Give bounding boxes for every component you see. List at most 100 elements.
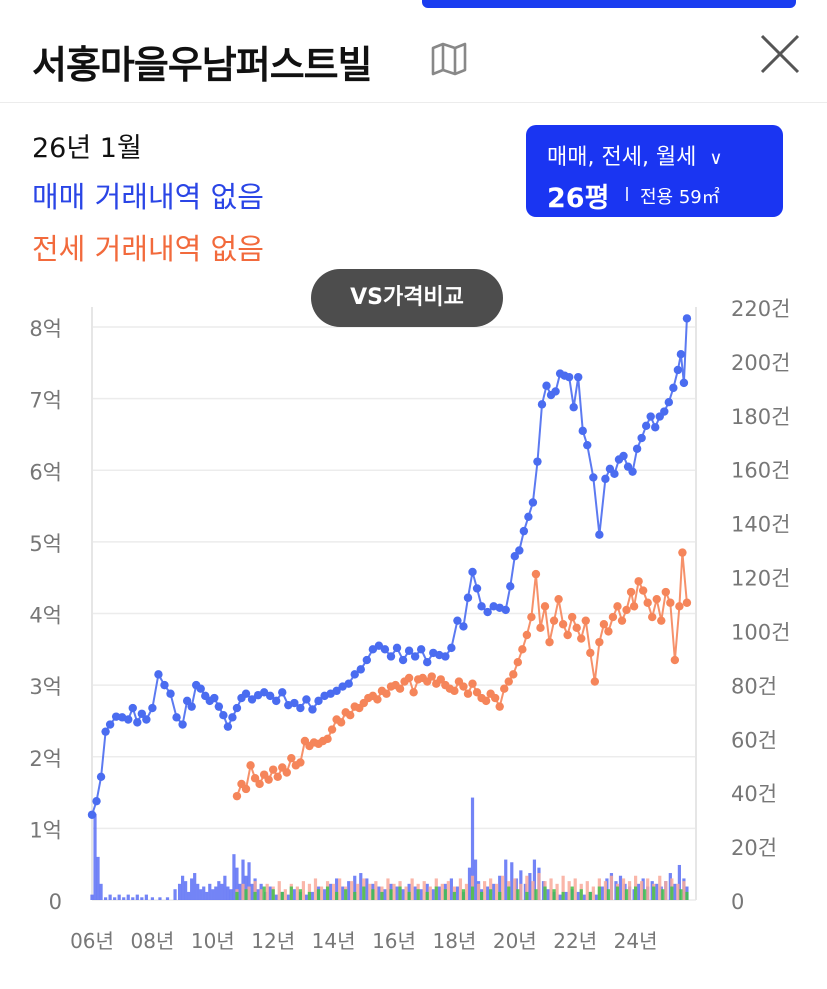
rent_count-bar xyxy=(561,891,565,900)
rent_count-bar xyxy=(597,886,601,900)
jeonse_count-bar xyxy=(265,883,269,900)
jeonse-price-point xyxy=(287,753,296,763)
rent_count-bar xyxy=(362,886,366,900)
jeonse-price-point xyxy=(282,768,291,777)
sale_count-bar xyxy=(347,881,351,900)
jeonse_count-bar xyxy=(483,881,487,900)
y-right-tick-label: 20건 xyxy=(731,836,777,860)
sale-price-point xyxy=(96,772,106,782)
x-tick-label: 14년 xyxy=(312,929,356,953)
sale-price-point xyxy=(332,686,341,696)
jeonse-price-point xyxy=(545,637,554,647)
rent_count-bar xyxy=(262,886,266,900)
rent_count-bar xyxy=(643,889,647,900)
sale_count-bar xyxy=(335,878,339,900)
rent_count-bar xyxy=(661,889,665,900)
header: 서홍마을우남퍼스트빌 xyxy=(0,0,827,103)
sale_count-bar xyxy=(532,859,537,900)
jeonse-price-point xyxy=(255,779,264,789)
jeonse-price-point xyxy=(604,627,613,636)
sale_count-bar xyxy=(528,873,532,900)
sale_count-bar xyxy=(208,883,212,900)
sale-price-point xyxy=(182,696,192,706)
jeonse-price-point xyxy=(661,587,670,597)
sale-price-point xyxy=(196,684,205,693)
jeonse-price-point xyxy=(675,602,684,611)
sale_count-bar xyxy=(238,883,242,900)
jeonse-price-point xyxy=(382,689,391,698)
sale_count-bar xyxy=(558,894,562,900)
close-button[interactable] xyxy=(756,30,804,78)
jeonse-price-point xyxy=(608,612,618,622)
sale-price-point xyxy=(272,696,281,706)
sale-price-point xyxy=(646,412,655,421)
map-icon[interactable] xyxy=(430,42,468,76)
sale_count-bar xyxy=(214,886,218,900)
sale-price-point xyxy=(569,403,578,412)
sale-price-point xyxy=(524,512,533,522)
sale-price-point xyxy=(682,314,692,323)
sale_count-bar xyxy=(546,889,550,900)
rent_count-bar xyxy=(543,886,547,900)
y-left-tick-label: 5억 xyxy=(29,532,62,556)
jeonse-price-point xyxy=(643,598,652,607)
sale_count-bar xyxy=(437,886,441,900)
sale_count-bar xyxy=(177,883,182,900)
rent_count-bar xyxy=(479,891,484,900)
sale_count-bar xyxy=(582,894,586,900)
sale-price-point xyxy=(542,381,551,390)
jeonse-status: 전세 거래내역 없음 xyxy=(32,232,264,266)
jeonse-price-point xyxy=(504,677,513,686)
sale-price-point xyxy=(673,365,683,375)
jeonse_count-bar xyxy=(386,878,390,900)
chevron-down-icon: ∨ xyxy=(709,148,723,169)
sale-price-point xyxy=(632,444,642,453)
jeonse-price-point xyxy=(264,775,273,784)
deal-type-filter-button[interactable]: 매매, 전세, 월세 ∨ 26평 전용 59㎡ xyxy=(526,125,783,217)
jeonse_count-bar xyxy=(573,878,577,900)
y-left-tick-label: 3억 xyxy=(29,675,62,699)
sale_count-bar xyxy=(150,897,154,900)
jeonse_count-bar xyxy=(476,883,481,900)
jeonse-price-point xyxy=(629,602,639,611)
sale_count-bar xyxy=(395,886,399,900)
sale-price-point xyxy=(259,688,269,697)
jeonse-price-point xyxy=(540,602,550,611)
jeonse_count-bar xyxy=(464,883,469,900)
sale-price-point xyxy=(472,584,482,593)
jeonse-price-point xyxy=(617,616,627,625)
jeonse-price-point xyxy=(666,598,675,607)
jeonse-price-point xyxy=(250,774,260,783)
vs-compare-button[interactable]: VS가격비교 xyxy=(311,269,503,327)
sale-price-point xyxy=(142,715,151,724)
jeonse_count-bar xyxy=(253,881,257,900)
rent_count-bar xyxy=(235,891,239,900)
sale-price-point xyxy=(459,622,468,631)
rent_count-bar xyxy=(624,889,629,900)
sale-price-point xyxy=(223,722,233,731)
sale_count-bar xyxy=(492,883,496,900)
jeonse-price-point xyxy=(527,612,536,622)
sale-price-point xyxy=(564,372,574,382)
sale-price-point xyxy=(578,426,587,436)
y-right-tick-label: 140건 xyxy=(731,513,790,537)
rent_count-bar xyxy=(407,891,411,900)
y-right-tick-label: 120건 xyxy=(731,567,790,591)
sale-price-point xyxy=(519,526,529,536)
rent_count-bar xyxy=(679,889,683,900)
sale-price-point xyxy=(537,400,547,409)
jeonse-price-point xyxy=(472,688,482,697)
jeonse-price-point xyxy=(346,711,355,720)
jeonse_count-bar xyxy=(603,881,607,900)
jeonse_count-bar xyxy=(368,883,372,900)
jeonse-price-point xyxy=(577,634,586,643)
sale-price-point xyxy=(344,679,353,688)
sale_count-bar xyxy=(286,894,290,900)
jeonse-price-point xyxy=(373,695,382,704)
sale_count-bar xyxy=(486,886,490,900)
rent_count-bar xyxy=(670,886,674,900)
sale_count-bar xyxy=(144,894,148,900)
sale_count-bar xyxy=(455,886,460,900)
sale-price-point xyxy=(101,727,110,736)
